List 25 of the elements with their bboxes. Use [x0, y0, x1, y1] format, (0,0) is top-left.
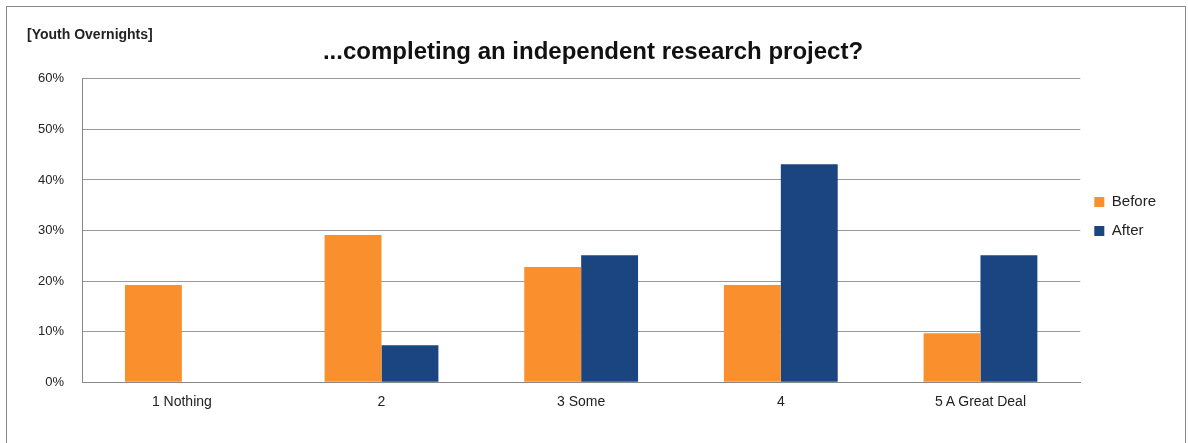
- x-tick-label: 1 Nothing: [151, 393, 212, 410]
- x-tick-label: 4: [776, 393, 785, 410]
- bar: [524, 266, 582, 382]
- x-tick-label: 5 A Great Deal: [934, 393, 1027, 410]
- x-tick-label: 3 Some: [557, 393, 606, 410]
- y-tick-label: 50%: [37, 120, 65, 136]
- y-tick-label: 40%: [37, 171, 65, 187]
- bar: [923, 333, 981, 382]
- chart-title: ...completing an independent research project?: [322, 37, 864, 65]
- y-tick-label: 30%: [37, 222, 65, 238]
- legend-label: Before: [1111, 192, 1157, 210]
- bar: [723, 285, 781, 382]
- x-tick-label: 2: [377, 393, 386, 410]
- y-tick-label: 60%: [37, 70, 65, 86]
- bar: [980, 255, 1038, 382]
- y-tick-label: 10%: [37, 323, 65, 339]
- legend-label: After: [1111, 221, 1144, 239]
- bar: [381, 345, 439, 382]
- y-tick-label: 20%: [37, 272, 65, 288]
- chart-subtitle: [Youth Overnights]: [27, 26, 153, 42]
- bar: [124, 285, 182, 382]
- y-tick-label: 0%: [45, 373, 65, 389]
- bar: [581, 255, 639, 382]
- bar: [324, 235, 382, 382]
- bar: [780, 164, 838, 382]
